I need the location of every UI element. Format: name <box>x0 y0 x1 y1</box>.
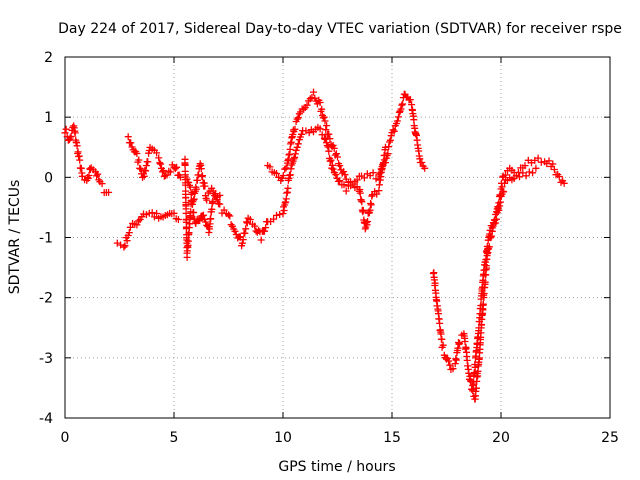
axis-ticks <box>64 56 611 419</box>
x-tick-label: 0 <box>61 430 70 446</box>
y-tick-label: -2 <box>39 291 53 307</box>
y-tick-label: 1 <box>44 110 53 126</box>
data-points <box>61 88 568 403</box>
grid <box>65 57 610 418</box>
x-tick-label: 15 <box>383 430 401 446</box>
y-tick-label: -4 <box>39 411 53 427</box>
x-tick-label: 20 <box>492 430 510 446</box>
x-axis-label: GPS time / hours <box>278 459 395 475</box>
x-tick-label: 5 <box>170 430 179 446</box>
chart-title: Day 224 of 2017, Sidereal Day-to-day VTE… <box>58 21 622 37</box>
y-tick-label: 2 <box>44 50 53 66</box>
sdtvar-markers <box>61 88 568 403</box>
y-tick-label: -1 <box>39 231 53 247</box>
y-tick-label: 0 <box>44 170 53 186</box>
x-tick-label: 10 <box>274 430 292 446</box>
y-axis-label: SDTVAR / TECUs <box>7 180 23 295</box>
y-tick-label: -3 <box>39 351 53 367</box>
x-tick-label: 25 <box>601 430 619 446</box>
